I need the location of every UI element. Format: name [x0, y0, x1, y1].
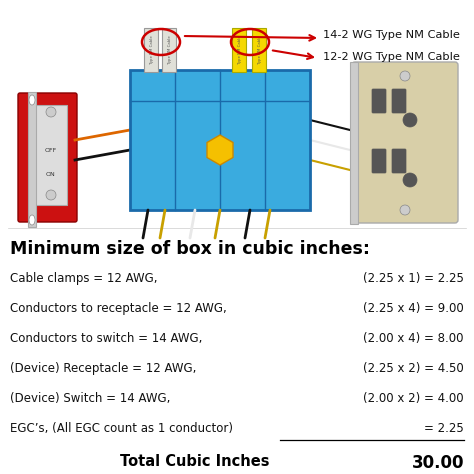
Text: 12-2 WG Type NM Cable: 12-2 WG Type NM Cable — [323, 52, 460, 62]
FancyBboxPatch shape — [352, 62, 458, 223]
Text: Type NM Cable: Type NM Cable — [238, 36, 242, 64]
Circle shape — [46, 107, 56, 117]
FancyBboxPatch shape — [350, 62, 358, 224]
Text: Type NM Cable: Type NM Cable — [150, 36, 154, 64]
Text: (2.25 x 2) = 4.50: (2.25 x 2) = 4.50 — [363, 362, 464, 375]
Circle shape — [400, 205, 410, 215]
Text: Conductors to switch = 14 AWG,: Conductors to switch = 14 AWG, — [10, 332, 202, 345]
Text: Total Cubic Inches: Total Cubic Inches — [120, 454, 270, 469]
Text: Type NM Cable: Type NM Cable — [258, 36, 262, 64]
Ellipse shape — [29, 95, 35, 105]
FancyBboxPatch shape — [392, 89, 406, 113]
FancyBboxPatch shape — [35, 105, 67, 205]
Circle shape — [400, 71, 410, 81]
Text: (2.25 x 1) = 2.25: (2.25 x 1) = 2.25 — [363, 272, 464, 285]
Text: Type NM Cable: Type NM Cable — [168, 36, 172, 64]
Text: = 2.25: = 2.25 — [424, 422, 464, 435]
Text: 14-2 WG Type NM Cable: 14-2 WG Type NM Cable — [323, 30, 460, 40]
Ellipse shape — [29, 215, 35, 225]
Text: (2.25 x 4) = 9.00: (2.25 x 4) = 9.00 — [363, 302, 464, 315]
FancyBboxPatch shape — [232, 28, 246, 72]
Circle shape — [46, 190, 56, 200]
Text: Cable clamps = 12 AWG,: Cable clamps = 12 AWG, — [10, 272, 157, 285]
Text: Conductors to receptacle = 12 AWG,: Conductors to receptacle = 12 AWG, — [10, 302, 227, 315]
FancyBboxPatch shape — [162, 28, 176, 72]
Text: Minimum size of box in cubic inches:: Minimum size of box in cubic inches: — [10, 240, 370, 258]
FancyBboxPatch shape — [372, 89, 386, 113]
Text: (2.00 x 2) = 4.00: (2.00 x 2) = 4.00 — [364, 392, 464, 405]
FancyBboxPatch shape — [252, 28, 266, 72]
Circle shape — [403, 113, 417, 127]
FancyBboxPatch shape — [372, 149, 386, 173]
Text: (Device) Receptacle = 12 AWG,: (Device) Receptacle = 12 AWG, — [10, 362, 196, 375]
FancyBboxPatch shape — [392, 149, 406, 173]
Text: (Device) Switch = 14 AWG,: (Device) Switch = 14 AWG, — [10, 392, 170, 405]
Text: 30.00: 30.00 — [411, 454, 464, 472]
FancyBboxPatch shape — [28, 92, 36, 227]
Circle shape — [403, 173, 417, 187]
Text: EGC’s, (All EGC count as 1 conductor): EGC’s, (All EGC count as 1 conductor) — [10, 422, 233, 435]
Text: OFF: OFF — [45, 147, 57, 153]
FancyBboxPatch shape — [144, 28, 158, 72]
Text: ON: ON — [46, 173, 56, 177]
FancyBboxPatch shape — [18, 93, 77, 222]
Text: (2.00 x 4) = 8.00: (2.00 x 4) = 8.00 — [364, 332, 464, 345]
FancyBboxPatch shape — [130, 70, 310, 210]
